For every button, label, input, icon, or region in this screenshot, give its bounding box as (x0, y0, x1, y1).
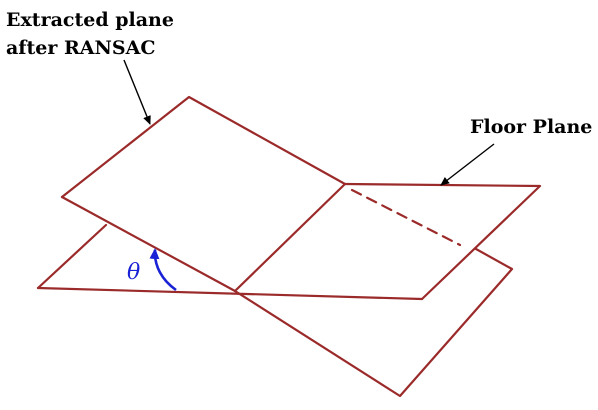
floor-plane-pointer-arrow (440, 143, 495, 186)
planes-intersection-line (233, 182, 347, 293)
extracted-plane-label-line1: Extracted plane (6, 9, 174, 31)
extracted-plane-edge-hidden-dashed (350, 188, 462, 247)
floor-plane-label: Floor Plane (470, 116, 592, 138)
floor-plane-edge-front-left (36, 223, 108, 290)
floor-plane-edge-front (36, 286, 424, 301)
theta-label: θ (127, 260, 140, 285)
extracted-plane (60, 95, 514, 398)
extracted-plane-pointer-arrow (123, 59, 151, 125)
angle-arc-arrow (149, 248, 177, 292)
extracted-plane-edge-top (60, 95, 347, 199)
extracted-plane-edge-left (60, 195, 237, 293)
floor-plane-edge-right (343, 182, 542, 301)
floor-plane (36, 182, 542, 301)
extracted-plane-edge-bottom (233, 247, 514, 398)
extracted-plane-label-line2: after RANSAC (6, 37, 155, 59)
